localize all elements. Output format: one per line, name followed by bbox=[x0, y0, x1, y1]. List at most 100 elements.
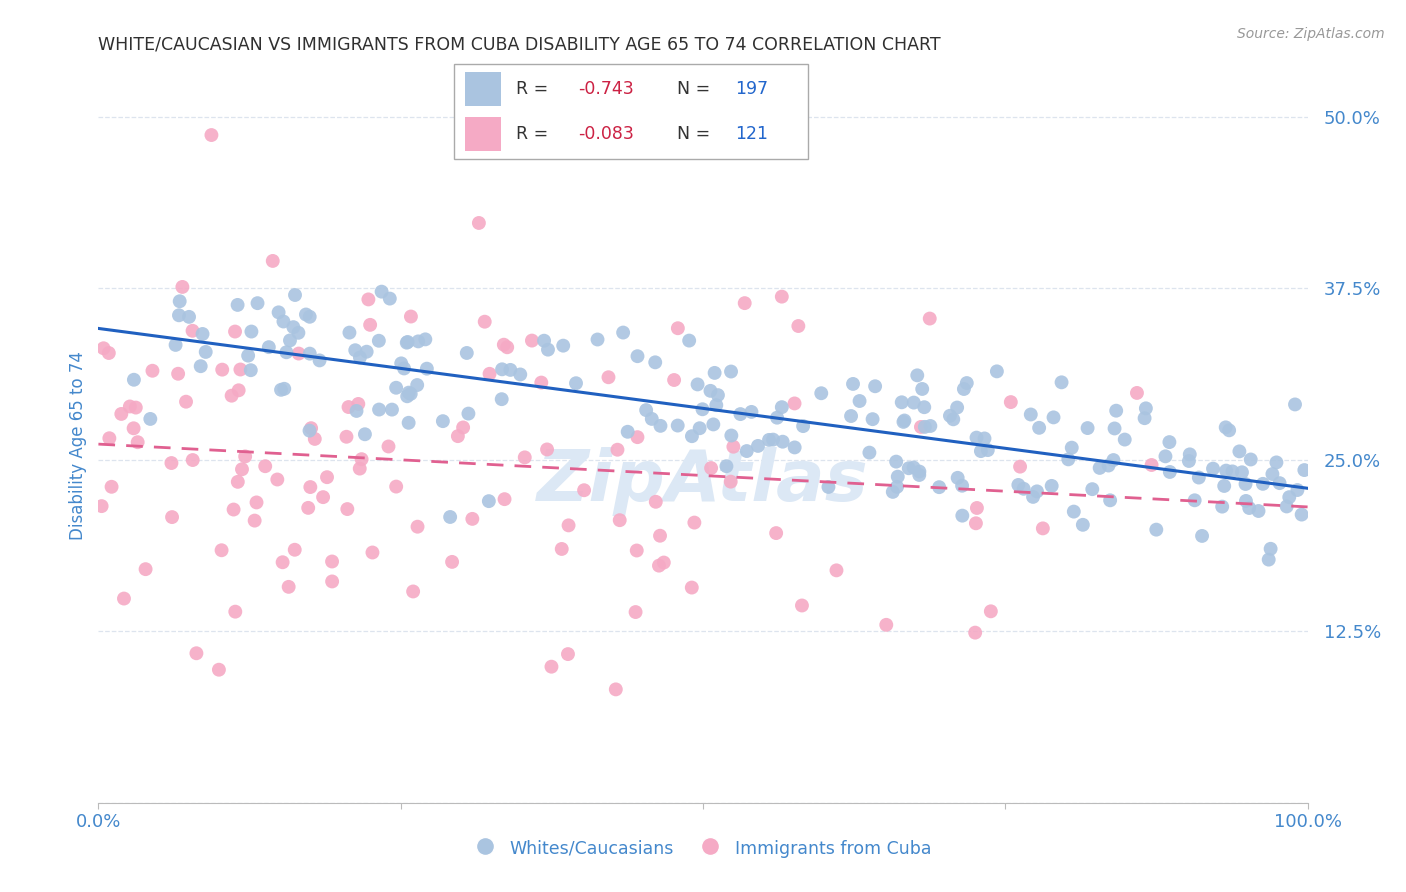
Point bbox=[686, 377, 709, 392]
Point bbox=[887, 469, 910, 483]
Point bbox=[122, 421, 145, 435]
Point bbox=[557, 518, 579, 533]
Point bbox=[644, 355, 666, 369]
Point bbox=[720, 428, 742, 442]
Point bbox=[1097, 458, 1119, 473]
Point bbox=[167, 308, 190, 322]
Y-axis label: Disability Age 65 to 74: Disability Age 65 to 74 bbox=[69, 351, 87, 541]
Point bbox=[825, 563, 848, 577]
Point bbox=[100, 480, 122, 494]
Point bbox=[666, 418, 689, 433]
Point bbox=[905, 368, 928, 383]
Point bbox=[1144, 523, 1167, 537]
Point bbox=[389, 356, 412, 370]
Point bbox=[377, 440, 399, 454]
Point bbox=[734, 296, 756, 310]
Point bbox=[112, 591, 135, 606]
Point bbox=[456, 346, 478, 360]
Point bbox=[350, 452, 373, 467]
Point bbox=[875, 617, 897, 632]
Point bbox=[965, 625, 987, 640]
Point bbox=[222, 502, 245, 516]
Point bbox=[278, 334, 301, 348]
Point bbox=[910, 420, 932, 434]
Point bbox=[662, 373, 685, 387]
Point bbox=[626, 349, 648, 363]
Point bbox=[1159, 435, 1181, 450]
Point bbox=[953, 382, 976, 396]
Point bbox=[703, 366, 725, 380]
Point bbox=[650, 418, 672, 433]
Point bbox=[609, 513, 631, 527]
Point bbox=[882, 484, 904, 499]
Point bbox=[1202, 461, 1225, 475]
Point bbox=[530, 376, 553, 390]
Point bbox=[1286, 483, 1309, 497]
Point bbox=[681, 429, 703, 443]
Point bbox=[478, 494, 501, 508]
Point bbox=[441, 555, 464, 569]
Point bbox=[1071, 517, 1094, 532]
Point bbox=[648, 529, 671, 543]
Point bbox=[1060, 441, 1083, 455]
Point bbox=[720, 475, 742, 489]
Point bbox=[359, 318, 381, 332]
Point bbox=[240, 325, 263, 339]
Point bbox=[704, 398, 727, 412]
Point bbox=[1028, 421, 1050, 435]
Text: Source: ZipAtlas.com: Source: ZipAtlas.com bbox=[1237, 27, 1385, 41]
Point bbox=[439, 510, 461, 524]
Point bbox=[349, 461, 371, 475]
Point bbox=[986, 364, 1008, 378]
Point bbox=[1140, 458, 1163, 472]
Point bbox=[862, 412, 884, 426]
Point bbox=[499, 363, 522, 377]
Point bbox=[398, 385, 420, 400]
Point bbox=[540, 659, 562, 673]
Point bbox=[304, 432, 326, 446]
Text: 121: 121 bbox=[735, 125, 768, 143]
Point bbox=[367, 334, 389, 348]
Point bbox=[298, 424, 321, 438]
Point bbox=[347, 397, 370, 411]
Point bbox=[624, 605, 647, 619]
Point bbox=[565, 376, 588, 391]
Point bbox=[1234, 477, 1257, 491]
Point bbox=[1081, 482, 1104, 496]
Point bbox=[361, 545, 384, 559]
Point bbox=[406, 378, 429, 392]
Point bbox=[415, 332, 437, 346]
Point bbox=[1114, 433, 1136, 447]
Point bbox=[208, 663, 231, 677]
Point bbox=[451, 420, 474, 434]
Point bbox=[707, 388, 730, 402]
Legend: Whites/Caucasians, Immigrants from Cuba: Whites/Caucasians, Immigrants from Cuba bbox=[468, 830, 938, 865]
FancyBboxPatch shape bbox=[454, 64, 808, 159]
Point bbox=[689, 421, 711, 435]
Point bbox=[1026, 484, 1049, 499]
Point bbox=[970, 444, 993, 458]
Point bbox=[1230, 465, 1253, 479]
Point bbox=[1000, 395, 1022, 409]
Point bbox=[416, 361, 439, 376]
Point bbox=[1088, 461, 1111, 475]
Point bbox=[1260, 541, 1282, 556]
Point bbox=[297, 500, 319, 515]
Point bbox=[893, 415, 915, 429]
Point bbox=[817, 480, 839, 494]
Point bbox=[277, 580, 299, 594]
Point bbox=[586, 333, 609, 347]
Point bbox=[406, 519, 429, 533]
Point bbox=[491, 362, 513, 376]
Point bbox=[224, 325, 246, 339]
Point bbox=[644, 495, 666, 509]
Point bbox=[1102, 453, 1125, 467]
Point bbox=[160, 510, 183, 524]
Point bbox=[1022, 490, 1045, 504]
Point bbox=[1010, 459, 1032, 474]
Point bbox=[533, 334, 555, 348]
Point bbox=[1188, 470, 1211, 484]
Text: N =: N = bbox=[676, 80, 716, 98]
Point bbox=[977, 443, 1000, 458]
Point bbox=[468, 216, 491, 230]
